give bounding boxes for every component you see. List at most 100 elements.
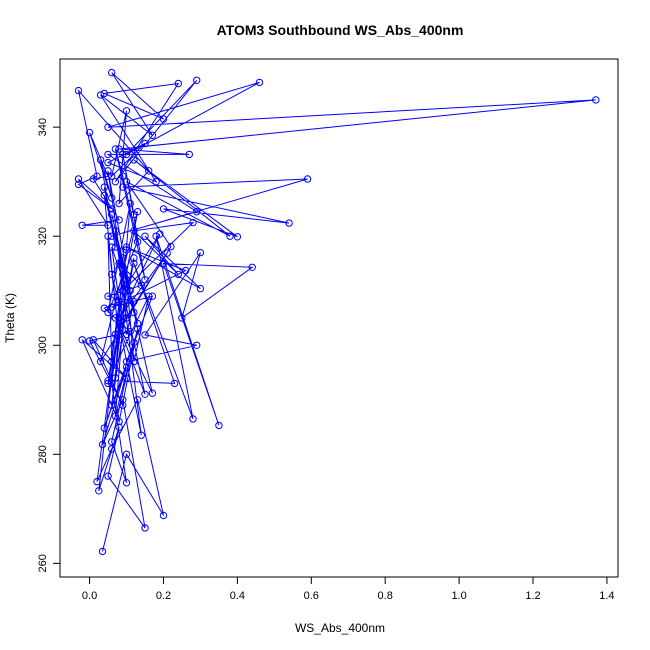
y-tick-label: 280 — [37, 445, 49, 463]
data-point — [122, 150, 131, 159]
data-point — [111, 374, 120, 382]
data-point — [148, 131, 157, 140]
data-point — [233, 233, 242, 241]
data-point — [108, 445, 116, 453]
data-point — [104, 308, 112, 317]
data-point — [163, 249, 171, 257]
data-point — [74, 86, 83, 95]
data-point — [174, 79, 183, 88]
y-tick-label: 260 — [37, 554, 49, 572]
data-point — [255, 78, 264, 87]
data-point — [115, 336, 123, 344]
data-point — [285, 219, 293, 227]
data-point — [85, 128, 94, 137]
data-point — [115, 314, 123, 322]
data-point — [119, 287, 127, 295]
data-point — [115, 417, 123, 426]
x-axis: 0.0 0.2 0.4 0.6 0.8 1.0 1.2 1.4 — [82, 576, 615, 602]
x-tick-label: 1.4 — [599, 590, 614, 602]
data-point — [130, 227, 138, 235]
data-point — [189, 415, 197, 423]
data-point — [122, 243, 131, 251]
data-point — [115, 297, 123, 306]
data-point — [122, 178, 131, 186]
data-point — [104, 167, 112, 175]
data-point — [122, 330, 131, 339]
data-point — [96, 357, 105, 366]
data-point — [159, 259, 168, 268]
data-point — [108, 303, 116, 311]
data-point — [159, 511, 168, 520]
data-point — [104, 150, 112, 159]
data-point — [141, 276, 149, 284]
data-point — [159, 115, 168, 123]
data-point — [130, 210, 138, 219]
data-point — [100, 89, 109, 98]
data-point — [115, 216, 123, 224]
data-point — [104, 221, 112, 230]
data-point — [111, 145, 120, 153]
data-point — [130, 259, 138, 268]
data-point — [148, 389, 157, 397]
data-point — [104, 232, 112, 240]
data-point — [181, 266, 190, 275]
data-point — [108, 232, 116, 240]
data-point — [111, 243, 120, 251]
data-point — [193, 76, 201, 85]
data-point — [89, 336, 98, 344]
data-point — [115, 199, 123, 208]
data-point — [185, 150, 194, 159]
data-point — [248, 263, 256, 271]
data-point — [178, 314, 186, 322]
data-point — [108, 270, 116, 279]
data-point — [196, 284, 205, 293]
data-point — [115, 319, 123, 328]
data-point — [193, 208, 201, 216]
data-point — [78, 336, 86, 344]
data-point — [152, 232, 160, 240]
data-point — [137, 281, 146, 289]
data-point — [104, 377, 112, 385]
data-point — [141, 390, 149, 398]
data-point — [130, 156, 138, 164]
data-point — [133, 319, 142, 328]
data-point — [96, 156, 105, 164]
data-point — [104, 123, 112, 131]
data-point — [111, 178, 120, 186]
data-point — [95, 487, 103, 495]
data-point — [108, 194, 116, 202]
data-point — [111, 412, 120, 420]
data-point — [133, 238, 142, 246]
data-point — [126, 199, 134, 208]
data-point — [119, 150, 127, 159]
data-point — [104, 172, 112, 180]
data-point — [141, 524, 149, 532]
data-point — [100, 183, 109, 191]
data-point — [104, 292, 112, 300]
chart-title: ATOM3 Southbound WS_Abs_400nm — [217, 22, 464, 38]
data-point — [115, 423, 123, 431]
data-point — [93, 477, 101, 486]
data-point — [119, 270, 127, 279]
data-point — [100, 424, 109, 432]
data-point — [108, 205, 116, 213]
data-point — [215, 421, 223, 430]
data-point — [133, 396, 142, 404]
data-point — [119, 254, 127, 262]
data-point — [141, 331, 149, 339]
data-point — [108, 401, 116, 409]
data-point — [189, 218, 197, 227]
data-point — [130, 297, 138, 306]
data-point — [126, 287, 134, 295]
data-point — [145, 167, 153, 175]
data-point — [122, 107, 131, 115]
y-tick-label: 320 — [37, 227, 49, 245]
data-point — [74, 175, 83, 183]
data-point — [111, 314, 120, 322]
data-point — [119, 172, 127, 180]
series-layer — [74, 68, 600, 556]
data-point — [122, 276, 131, 284]
y-tick-label: 340 — [37, 118, 49, 136]
data-point — [119, 183, 127, 191]
